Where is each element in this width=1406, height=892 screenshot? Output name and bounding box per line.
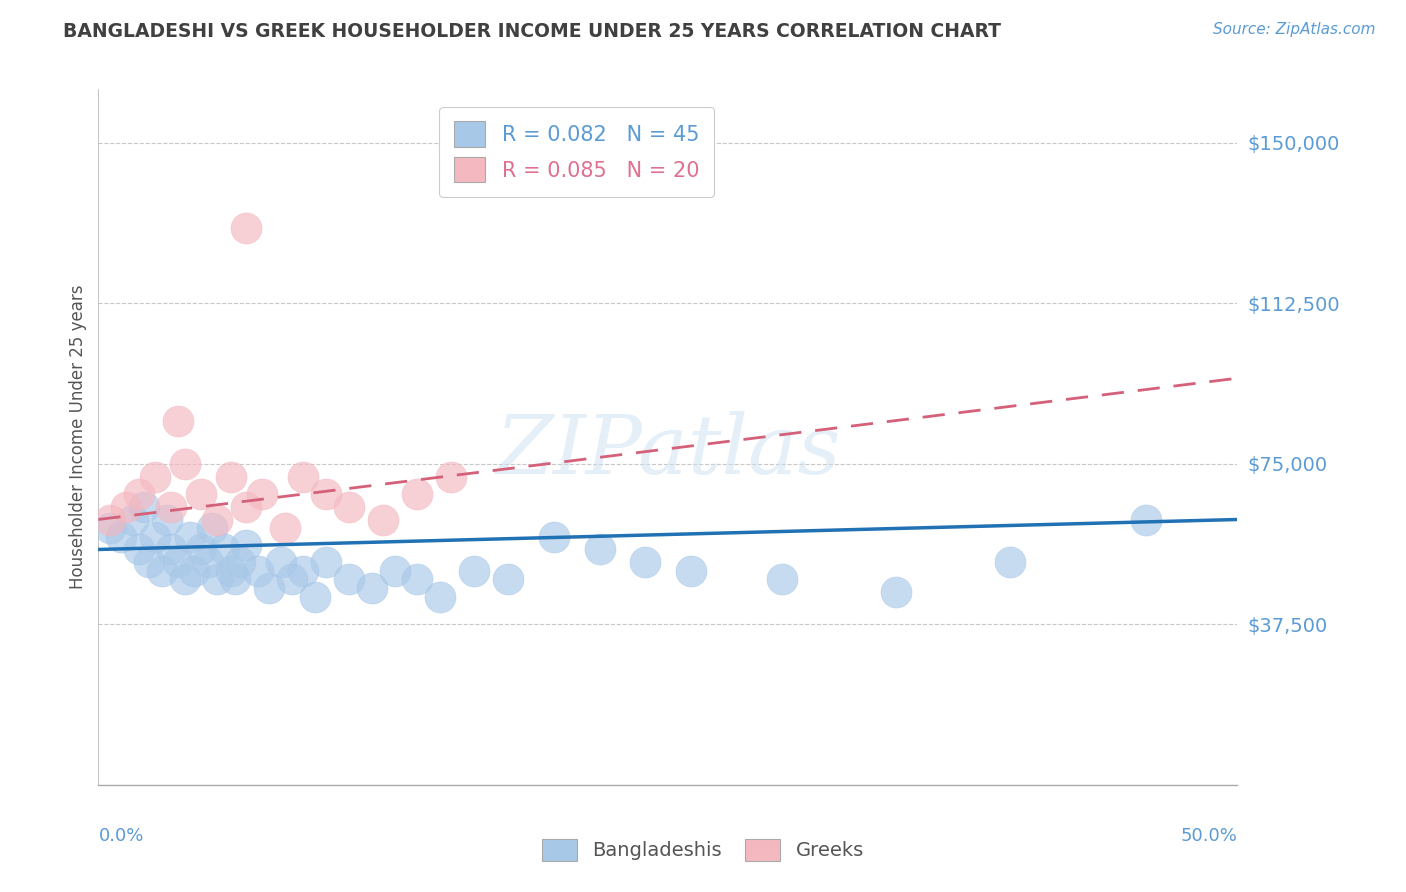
Y-axis label: Householder Income Under 25 years: Householder Income Under 25 years [69, 285, 87, 590]
Legend: Bangladeshis, Greeks: Bangladeshis, Greeks [534, 830, 872, 869]
Point [337, 573, 360, 587]
Point [224, 573, 246, 587]
Point [235, 221, 257, 235]
Point [160, 500, 183, 514]
Text: ZIPatlas: ZIPatlas [495, 411, 841, 491]
Point [588, 542, 610, 557]
Point [156, 512, 179, 526]
Point [884, 585, 907, 599]
Point [292, 564, 315, 578]
Point [315, 487, 337, 501]
Point [228, 555, 250, 569]
Point [167, 555, 190, 569]
Point [274, 521, 297, 535]
Point [281, 573, 304, 587]
Point [205, 573, 228, 587]
Point [145, 469, 167, 483]
Point [190, 487, 212, 501]
Point [128, 487, 150, 501]
Point [998, 555, 1021, 569]
Point [219, 564, 242, 578]
Point [110, 530, 132, 544]
Point [179, 530, 201, 544]
Point [98, 512, 121, 526]
Point [679, 564, 702, 578]
Point [201, 521, 224, 535]
Point [167, 414, 190, 428]
Text: 0.0%: 0.0% [98, 827, 143, 845]
Point [543, 530, 565, 544]
Point [337, 500, 360, 514]
Point [174, 457, 197, 471]
Point [770, 573, 793, 587]
Point [384, 564, 406, 578]
Point [174, 573, 197, 587]
Point [440, 469, 463, 483]
Point [190, 542, 212, 557]
Point [183, 564, 205, 578]
Point [498, 573, 520, 587]
Point [132, 500, 155, 514]
Point [212, 542, 235, 557]
Point [463, 564, 485, 578]
Text: Source: ZipAtlas.com: Source: ZipAtlas.com [1212, 22, 1375, 37]
Point [634, 555, 657, 569]
Point [1135, 512, 1157, 526]
Point [145, 530, 167, 544]
Point [429, 590, 451, 604]
Text: BANGLADESHI VS GREEK HOUSEHOLDER INCOME UNDER 25 YEARS CORRELATION CHART: BANGLADESHI VS GREEK HOUSEHOLDER INCOME … [63, 22, 1001, 41]
Point [128, 542, 150, 557]
Point [406, 573, 429, 587]
Point [259, 581, 281, 595]
Point [219, 469, 242, 483]
Point [160, 542, 183, 557]
Point [246, 564, 269, 578]
Point [150, 564, 173, 578]
Point [235, 538, 257, 552]
Point [197, 555, 219, 569]
Point [235, 500, 257, 514]
Point [205, 512, 228, 526]
Point [121, 512, 143, 526]
Point [315, 555, 337, 569]
Legend: R = 0.082   N = 45, R = 0.085   N = 20: R = 0.082 N = 45, R = 0.085 N = 20 [440, 106, 714, 197]
Point [406, 487, 429, 501]
Point [98, 521, 121, 535]
Point [138, 555, 160, 569]
Point [360, 581, 382, 595]
Point [252, 487, 274, 501]
Point [304, 590, 326, 604]
Point [292, 469, 315, 483]
Point [371, 512, 394, 526]
Point [270, 555, 292, 569]
Point [114, 500, 136, 514]
Text: 50.0%: 50.0% [1181, 827, 1237, 845]
